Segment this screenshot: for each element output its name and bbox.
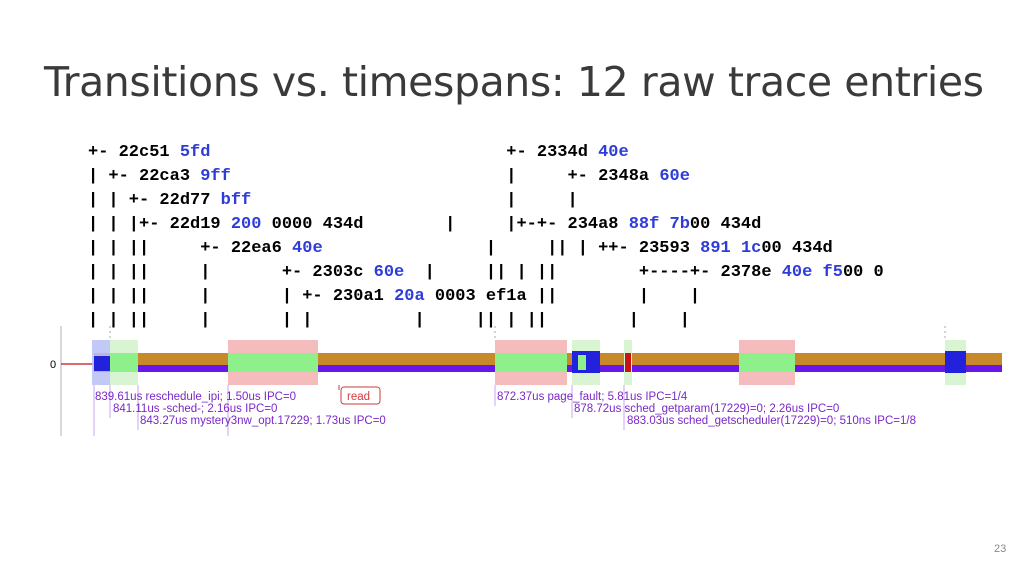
trace-highlight: 40e: [781, 263, 813, 282]
trace-highlight: 60e: [659, 167, 690, 186]
trace-highlight: bff: [220, 191, 252, 210]
span-late-block-core: [739, 353, 795, 372]
trace-text: | +- 22ca3: [88, 167, 201, 186]
trace-line: | | || +- 22ea6 40e | || | ++- 23593 891…: [88, 239, 833, 258]
trace-text: +- 2334d: [210, 143, 599, 162]
trace-text: +- 22c51: [88, 143, 180, 162]
trace-highlight: 9ff: [200, 167, 231, 186]
span-sched-getscheduler-core: [625, 353, 631, 372]
read-box[interactable]: [340, 386, 381, 405]
trace-line: | +- 22ca3 9ff | +- 2348a 60e: [88, 167, 690, 186]
trace-highlight: 20a: [394, 287, 425, 306]
page-number: 23: [994, 543, 1007, 555]
trace-highlight: 200: [230, 215, 262, 234]
trace-text: | | || | +- 2303c: [88, 263, 374, 282]
trace-text: | || | || +----+- 2378e: [404, 263, 782, 282]
timeline-diagram: 0 839.61us reschedule_ipi; 1.50us IPC=0 …: [50, 326, 1002, 436]
trace-text: 00 434d: [689, 215, 762, 234]
trace-highlight: 60e: [373, 263, 405, 282]
trace-line: | | || | | +- 230a1 20a 0003 ef1a || | |: [88, 287, 700, 306]
annotation-reschedule-ipi: 839.61us reschedule_ipi; 1.50us IPC=0: [95, 391, 296, 403]
trace-highlight: 1c: [740, 239, 762, 258]
trace-text: | | +- 22d77: [88, 191, 221, 210]
annotation-page-fault: 872.37us page_fault; 5.81us IPC=1/4: [497, 391, 688, 403]
span-end-block-core: [945, 351, 966, 373]
trace-text: [731, 239, 741, 258]
trace-text: | | |+- 22d19: [88, 215, 231, 234]
trace-text: | | || | | | | || | || | |: [88, 311, 690, 330]
trace-text: [659, 215, 669, 234]
trace-text: | +- 2348a: [230, 167, 660, 186]
trace-highlight: 5fd: [179, 143, 211, 162]
span-page-fault-core: [495, 353, 567, 372]
trace-line: | | +- 22d77 bff | |: [88, 191, 578, 210]
trace-highlight: 40e: [292, 239, 323, 258]
trace-text: | | || | | +- 230a1: [88, 287, 395, 306]
trace-highlight: 88f: [628, 215, 660, 234]
trace-line: | | |+- 22d19 200 0000 434d | |+-+- 234a…: [88, 215, 761, 234]
raw-trace-listing: +- 22c51 5fd +- 2334d 40e | +- 22ca3 9ff…: [88, 141, 1024, 333]
trace-text: 00 0: [842, 263, 884, 282]
trace-line: | | || | +- 2303c 60e | || | || +----+- …: [88, 263, 884, 282]
trace-highlight: 891: [700, 239, 731, 258]
trace-highlight: f5: [822, 263, 843, 282]
annotation-sched: 841.11us -sched-; 2.16us IPC=0: [113, 403, 277, 415]
trace-highlight: 7b: [669, 215, 690, 234]
slide-title: Transitions vs. timespans: 12 raw trace …: [44, 58, 984, 106]
trace-text: 0003 ef1a || | |: [424, 287, 701, 306]
span-reschedule-ipi-core: [94, 356, 110, 371]
trace-text: [812, 263, 822, 282]
trace-text: | || | ++- 23593: [322, 239, 701, 258]
annotation-mystery3nw: 843.27us mystery3nw_opt.17229; 1.73us IP…: [140, 415, 386, 427]
span-sched-core: [110, 353, 138, 372]
annotation-sched-getparam: 878.72us sched_getparam(17229)=0; 2.26us…: [574, 403, 839, 415]
trace-highlight: 40e: [598, 143, 629, 162]
trace-text: 0000 434d | |+-+- 234a8: [261, 215, 629, 234]
span-mystery3nw-core: [228, 353, 318, 372]
annotation-read: read: [347, 391, 370, 403]
trace-line: +- 22c51 5fd +- 2334d 40e: [88, 143, 629, 162]
trace-text: 00 434d: [761, 239, 833, 258]
span-sched-getparam-mid: [578, 355, 586, 370]
annotation-sched-getscheduler: 883.03us sched_getscheduler(17229)=0; 51…: [627, 415, 916, 427]
trace-text: | |: [251, 191, 578, 210]
trace-text: | | || +- 22ea6: [88, 239, 293, 258]
row-label: 0: [50, 359, 56, 371]
trace-line: | | || | | | | || | || | |: [88, 311, 690, 330]
